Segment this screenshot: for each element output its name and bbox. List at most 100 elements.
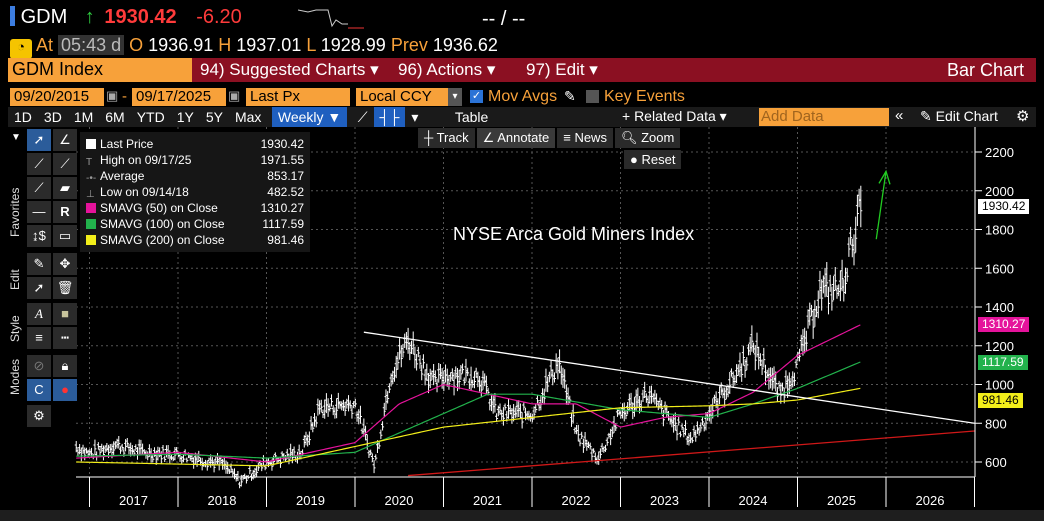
- news-button[interactable]: ≡ News: [557, 128, 613, 148]
- price-bar: [484, 375, 488, 394]
- period-1y[interactable]: 1Y: [176, 109, 194, 125]
- gear-icon[interactable]: ⚙: [1016, 108, 1030, 125]
- line-chart-icon[interactable]: ⟋: [357, 109, 368, 125]
- price-bar: [849, 226, 853, 245]
- actions-menu[interactable]: 96) Actions ▾: [398, 60, 496, 79]
- price-bar: [850, 238, 854, 258]
- lock-icon[interactable]: 🔒︎: [53, 355, 77, 377]
- pointer-icon[interactable]: ➚: [27, 129, 51, 151]
- text-style-icon[interactable]: A: [27, 303, 51, 325]
- price-bar: [353, 398, 357, 408]
- price-bar: [554, 353, 558, 374]
- price-bar: [81, 444, 85, 455]
- horizontal-line-icon[interactable]: —: [27, 201, 51, 223]
- chevron-down-icon[interactable]: ▾: [411, 109, 419, 125]
- price-bar: [598, 448, 602, 459]
- gear-icon[interactable]: ⚙: [27, 405, 51, 427]
- color-mode-icon[interactable]: ●: [53, 379, 77, 401]
- track-button[interactable]: ┼ Track: [418, 128, 475, 148]
- price-bar: [415, 353, 419, 371]
- edit-chart-button[interactable]: ✎ Edit Chart: [920, 108, 998, 124]
- add-data-input[interactable]: Add Data: [759, 108, 889, 126]
- color-swatch-icon[interactable]: ■: [53, 303, 77, 325]
- price-bar: [466, 367, 470, 377]
- price-bar: [578, 438, 582, 447]
- price-bar: [852, 234, 856, 266]
- pencil-icon: ✎: [920, 108, 936, 124]
- edit-tab[interactable]: Edit: [8, 269, 22, 290]
- frequency-select[interactable]: Weekly ▼: [271, 107, 348, 127]
- period-ytd[interactable]: YTD: [136, 109, 165, 125]
- period-5y[interactable]: 5Y: [205, 109, 223, 125]
- price-bar: [93, 439, 97, 455]
- gauge-icon[interactable]: ◔: [10, 39, 32, 59]
- modes-tab[interactable]: Modes: [8, 358, 22, 395]
- line-weight-icon[interactable]: ≡: [27, 327, 51, 349]
- calendar-icon[interactable]: ▣: [106, 88, 119, 103]
- price-bar: [518, 403, 522, 419]
- style-tab[interactable]: Style: [8, 315, 22, 342]
- price-bar: [185, 457, 189, 463]
- draw-line-icon[interactable]: ∠: [53, 129, 77, 151]
- pencil-icon[interactable]: ✎: [564, 88, 576, 104]
- field-select[interactable]: Last Px: [246, 88, 350, 106]
- price-bar: [118, 446, 122, 454]
- price-bar: [563, 369, 567, 389]
- price-bar: [319, 399, 323, 412]
- link-icon[interactable]: ⊘: [27, 355, 51, 377]
- price-bar: [799, 334, 803, 352]
- pencil-icon[interactable]: ✎: [27, 253, 51, 275]
- zoom-button[interactable]: 🔍︎ Zoom: [614, 128, 681, 148]
- ticker: GDM: [20, 6, 68, 28]
- trash-icon[interactable]: 🗑︎: [53, 277, 77, 299]
- period-1m[interactable]: 1M: [73, 109, 94, 125]
- magnet-icon[interactable]: C: [27, 379, 51, 401]
- multi-segment-icon[interactable]: ⟋: [27, 177, 51, 199]
- annotate-button[interactable]: ∠ Annotate: [476, 128, 556, 148]
- security-field[interactable]: GDM Index: [8, 58, 192, 82]
- price-bar: [826, 286, 830, 315]
- ray-icon[interactable]: ⟋: [53, 153, 77, 175]
- reset-button[interactable]: ● Reset: [624, 150, 682, 169]
- legend-label: High on 09/17/25: [100, 153, 192, 167]
- collapse-triangle-icon[interactable]: ▼: [8, 127, 24, 149]
- price-bar: [789, 377, 793, 390]
- price-bar: [656, 400, 660, 411]
- mov-avgs-label: Mov Avgs: [488, 88, 558, 105]
- price-bar: [399, 345, 403, 368]
- price-bar: [171, 456, 175, 462]
- suggested-charts-menu[interactable]: 94) Suggested Charts ▾: [200, 60, 379, 79]
- price-bar: [571, 403, 575, 424]
- period-6m[interactable]: 6M: [105, 109, 125, 125]
- price-bar: [435, 378, 439, 393]
- related-data-button[interactable]: + Related Data ▾: [622, 108, 727, 124]
- select-add-icon[interactable]: ➚: [27, 277, 51, 299]
- table-button[interactable]: Table: [454, 109, 489, 125]
- favorites-tab[interactable]: Favorites: [8, 187, 22, 237]
- calendar-icon[interactable]: ▣: [228, 88, 241, 103]
- currency-select[interactable]: Local CCY: [356, 88, 448, 106]
- price-bar: [534, 404, 538, 413]
- retracement-icon[interactable]: R: [53, 201, 77, 223]
- period-3d[interactable]: 3D: [43, 109, 62, 125]
- chevron-down-icon[interactable]: ▾: [448, 88, 462, 106]
- move-icon[interactable]: ✥: [53, 253, 77, 275]
- key-events-checkbox[interactable]: [586, 90, 599, 103]
- period-1d[interactable]: 1D: [14, 109, 32, 125]
- end-date-field[interactable]: 09/17/2025: [132, 88, 226, 106]
- segment-icon[interactable]: ⟋: [27, 153, 51, 175]
- price-chart[interactable]: 600 800 1000 1200 1400 1600 1800 2000 2200 2017 20…: [0, 127, 1044, 521]
- collapse-icon[interactable]: «: [895, 107, 904, 124]
- line-style-icon[interactable]: ┅: [53, 327, 77, 349]
- price-bar: [328, 403, 332, 412]
- bar-chart-icon[interactable]: ┤├: [373, 107, 406, 127]
- price-bar: [847, 237, 851, 257]
- edit-menu[interactable]: 97) Edit ▾: [526, 60, 598, 79]
- period-max[interactable]: Max: [234, 109, 262, 125]
- price-range-icon[interactable]: ↨$: [27, 225, 51, 247]
- start-date-field[interactable]: 09/20/2015: [10, 88, 104, 106]
- channel-icon[interactable]: ▰: [53, 177, 77, 199]
- mov-avgs-checkbox[interactable]: ✓: [470, 90, 483, 103]
- rectangle-icon[interactable]: ▭: [53, 225, 77, 247]
- price-bar: [777, 380, 781, 389]
